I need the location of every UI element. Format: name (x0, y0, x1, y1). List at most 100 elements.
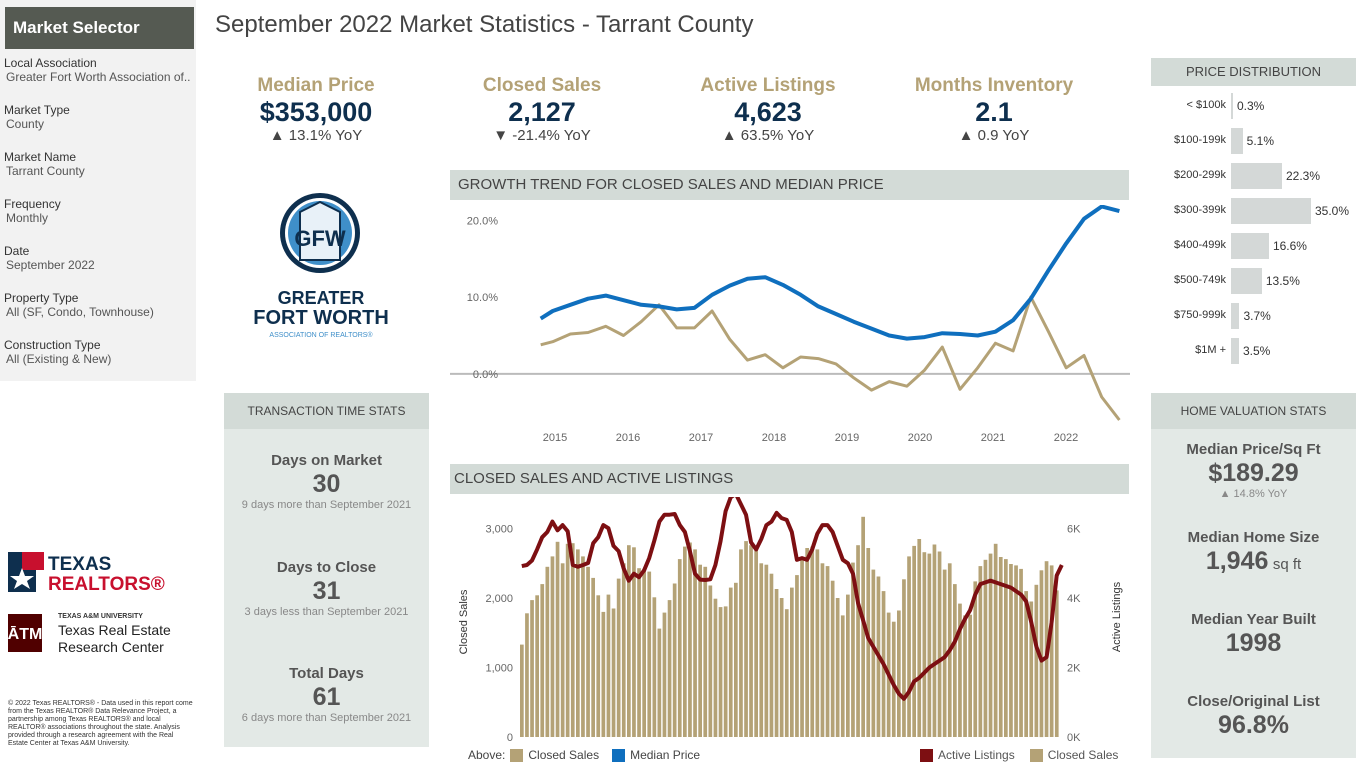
legend-swatch-closed-right (1029, 748, 1043, 762)
closed-sales-bar (581, 556, 585, 737)
logo-line1: GREATER (278, 288, 365, 308)
tr-block-red (22, 552, 44, 570)
filter-market-type[interactable]: Market Type County (4, 103, 194, 131)
closed-sales-bar (942, 569, 947, 737)
x-tick-label: 2018 (762, 432, 786, 444)
stat-total-days: Total Days 61 6 days more than September… (224, 665, 429, 724)
closed-sales-bar (891, 621, 896, 737)
filter-value[interactable]: Greater Fort Worth Association of.. (6, 70, 191, 84)
filter-value[interactable]: Monthly (6, 211, 49, 225)
closed-sales-bar (790, 587, 794, 737)
tamu-line2: Research Center (58, 639, 164, 655)
closed-sales-bar (530, 600, 534, 737)
closed-sales-bar (897, 610, 901, 737)
closed-sales-bar (937, 551, 942, 737)
closed-sales-bar (616, 578, 621, 737)
right-tick-label: 0K (1067, 732, 1081, 744)
closed-sales-bar (744, 541, 748, 737)
closed-sales-bar (621, 563, 626, 737)
filter-value[interactable]: County (6, 117, 45, 131)
closed-sales-bar (672, 583, 677, 737)
closed-sales-bar (749, 545, 753, 737)
price-distribution-header: PRICE DISTRIBUTION (1151, 58, 1356, 86)
price-dist-value: 3.7% (1243, 309, 1271, 323)
filter-label: Date (4, 244, 30, 258)
kpi-value: 2.1 (975, 97, 1013, 127)
y-axis-label-right: Active Listings (1111, 581, 1123, 652)
closed-sales-bar (667, 600, 672, 737)
closed-sales-bar (907, 556, 911, 737)
closed-sales-bar (535, 595, 539, 737)
closed-sales-bar (774, 589, 779, 737)
filter-value[interactable]: September 2022 (6, 258, 95, 272)
closed-sales-bar (627, 545, 631, 737)
right-tick-label: 6K (1067, 524, 1081, 536)
tamu-atm-mark: ĀTM (8, 624, 43, 643)
closed-sales-bar (784, 609, 789, 737)
closed-sales-bar (657, 628, 662, 737)
closed-sales-bar (795, 575, 799, 737)
x-tick-label: 2019 (835, 432, 859, 444)
filter-value[interactable]: All (Existing & New) (6, 352, 112, 366)
closed-sales-bar (632, 547, 636, 737)
stat-days-to-close: Days to Close 31 3 days less than Septem… (224, 559, 429, 618)
x-tick-label: 2020 (908, 432, 932, 444)
filter-market-name[interactable]: Market Name Tarrant County (4, 150, 194, 178)
closed-sales-bar (846, 594, 850, 737)
active-listings-line (521, 497, 1064, 701)
closed-sales-bar (560, 563, 565, 737)
legend-swatch-median (612, 748, 626, 762)
closed-sales-bar (805, 548, 809, 737)
stat-label: Total Days (289, 665, 364, 682)
closed-sales-bar (998, 557, 1003, 737)
legend-active-label: Active Listings (938, 748, 1015, 762)
closed-sales-bar (1054, 590, 1059, 737)
closed-sales-bar (764, 564, 769, 737)
stat-days-on-market: Days on Market 30 9 days more than Septe… (224, 452, 429, 511)
growth-trend-header: GROWTH TREND FOR CLOSED SALES AND MEDIAN… (450, 170, 1129, 200)
right-tick-label: 2K (1067, 663, 1081, 675)
filter-local-association[interactable]: Local Association Greater Fort Worth Asso… (4, 56, 194, 84)
filter-property-type[interactable]: Property Type All (SF, Condo, Townhouse) (4, 291, 194, 319)
filter-value[interactable]: All (SF, Condo, Townhouse) (6, 305, 154, 319)
price-dist-label: $100-199k (1174, 134, 1226, 146)
stat-value: 1998 (1225, 629, 1282, 657)
filter-label: Construction Type (4, 338, 101, 352)
closed-sales-bar (565, 543, 570, 737)
closed-sales-bar (1019, 568, 1023, 737)
legend-closed-label: Closed Sales (528, 748, 600, 762)
price-dist-bar (1231, 93, 1233, 119)
closed-sales-bar (591, 577, 595, 737)
price-dist-label: $500-749k (1174, 274, 1226, 286)
price-dist-row: $750-999k 3.7% (1152, 303, 1362, 329)
kpi-months-inventory: Months Inventory 2.1 ▲ 0.9 YoY (884, 75, 1104, 144)
filter-value[interactable]: Tarrant County (6, 164, 85, 178)
legend-above-prefix: Above: (468, 748, 506, 762)
closed-sales-bar (958, 603, 962, 737)
closed-sales-bar (840, 615, 845, 737)
closed-sales-bar (932, 544, 937, 737)
right-tick-label: 4K (1067, 593, 1081, 605)
closed-sales-bar (728, 587, 733, 737)
closed-sales-bar (922, 552, 927, 737)
tr-star-icon (10, 568, 34, 589)
price-dist-row: $300-399k 35.0% (1152, 198, 1362, 224)
kpi-median-price: Median Price $353,000 ▲ 13.1% YoY (206, 75, 426, 144)
closed-sales-bar (1049, 565, 1054, 737)
closed-sales-bar (1009, 564, 1013, 737)
logo-line3: ASSOCIATION OF REALTORS® (269, 331, 373, 339)
tr-line2: REALTORS® (48, 574, 165, 595)
price-dist-value: 3.5% (1243, 344, 1271, 358)
filter-label: Frequency (4, 197, 61, 211)
price-dist-row: $400-499k 16.6% (1152, 233, 1362, 259)
legend-swatch-closed (510, 748, 524, 762)
filter-frequency[interactable]: Frequency Monthly (4, 197, 194, 225)
price-dist-bar (1231, 163, 1282, 189)
kpi-closed-sales: Closed Sales 2,127 ▼ -21.4% YoY (432, 75, 652, 144)
filter-date[interactable]: Date September 2022 (4, 244, 194, 272)
closed-sales-bar (739, 549, 743, 737)
stat-label: Median Price/Sq Ft (1186, 441, 1321, 458)
closed-sales-bar (973, 581, 978, 737)
filter-construction-type[interactable]: Construction Type All (Existing & New) (4, 338, 194, 366)
transaction-stats-header: TRANSACTION TIME STATS (224, 393, 429, 429)
